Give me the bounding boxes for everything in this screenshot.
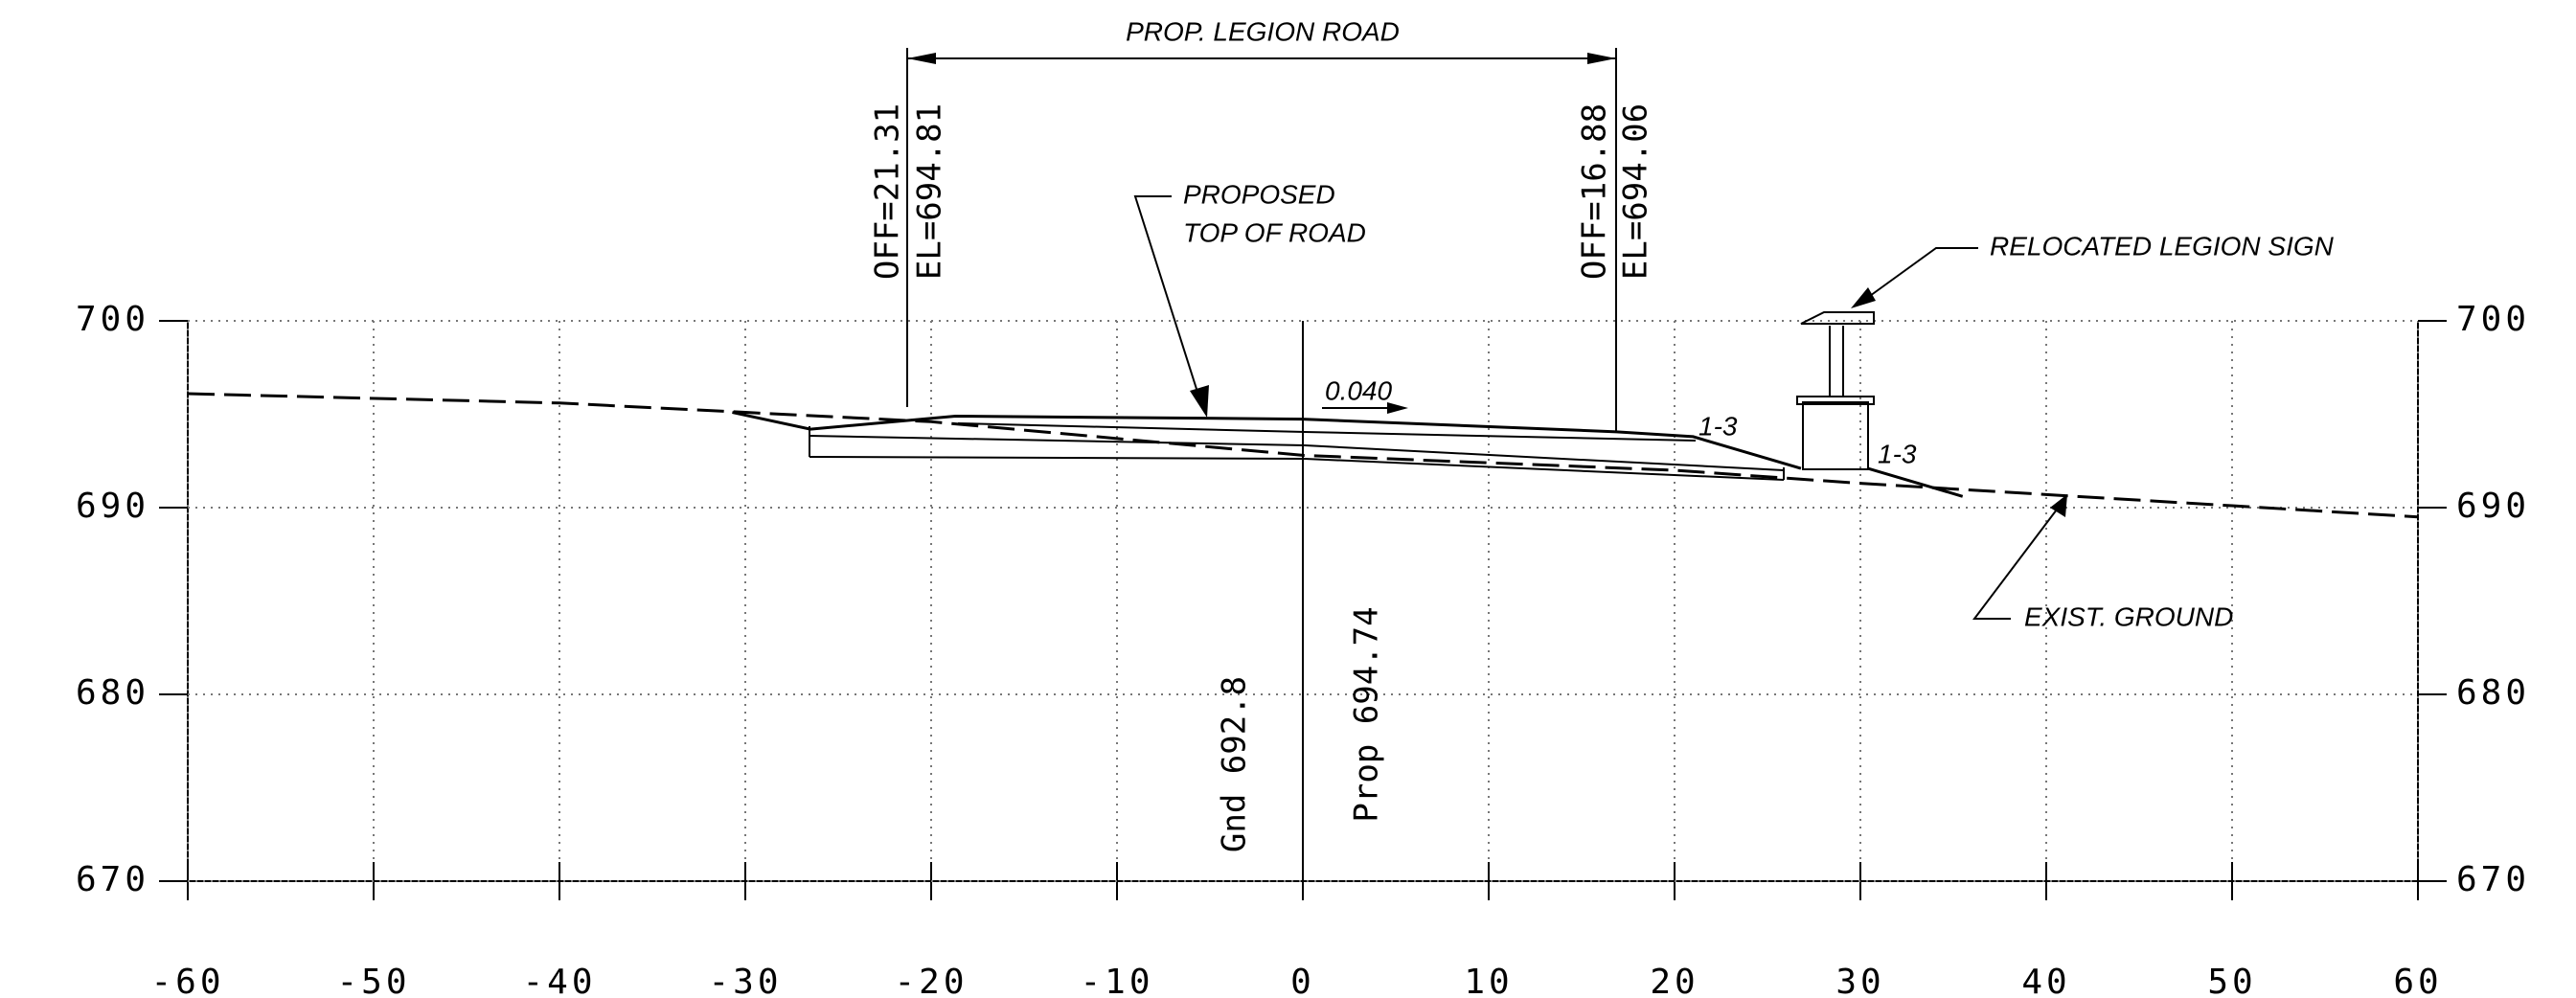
x-tick-label: -60 bbox=[150, 963, 224, 998]
annotation: TOP OF ROAD bbox=[1183, 217, 1366, 247]
sign-base bbox=[1802, 401, 1869, 470]
elevation-label: EL=694.06 bbox=[1617, 103, 1655, 280]
annotation: EXIST. GROUND bbox=[2024, 601, 2233, 631]
offset-label: OFF=21.31 bbox=[869, 103, 907, 280]
y-tick-label: 690 bbox=[76, 487, 149, 526]
x-tick-label: 20 bbox=[1650, 963, 1698, 998]
pavement-layer bbox=[957, 422, 1697, 442]
x-tick-label: -40 bbox=[522, 963, 596, 998]
slope-ratio: 1-3 bbox=[1878, 439, 1917, 468]
arrowhead bbox=[1851, 287, 1876, 308]
y-tick-label: 670 bbox=[2456, 860, 2530, 899]
x-tick-label: 60 bbox=[2393, 963, 2442, 998]
elevation-label: EL=694.81 bbox=[911, 103, 949, 280]
y-tick-label: 680 bbox=[2456, 673, 2530, 713]
offset-label: OFF=16.88 bbox=[1576, 103, 1614, 280]
proposed-elevation: Prop 694.74 bbox=[1348, 606, 1386, 822]
arrowhead bbox=[1587, 53, 1616, 64]
arrowhead bbox=[907, 53, 936, 64]
x-tick-label: -20 bbox=[894, 963, 968, 998]
annotation: PROPOSED bbox=[1183, 179, 1335, 209]
y-tick-label: 680 bbox=[76, 673, 149, 713]
slope-ratio: 1-3 bbox=[1698, 411, 1738, 441]
x-tick-label: 10 bbox=[1464, 963, 1513, 998]
x-tick-label: 50 bbox=[2207, 963, 2256, 998]
y-tick-label: 700 bbox=[76, 300, 149, 339]
y-tick-label: 700 bbox=[2456, 300, 2530, 339]
arrowhead bbox=[2050, 494, 2067, 517]
x-tick-label: 30 bbox=[1835, 963, 1884, 998]
sign-panel bbox=[1800, 311, 1875, 325]
section-line bbox=[732, 411, 1964, 498]
arrowhead bbox=[1387, 402, 1408, 414]
section-line bbox=[187, 392, 2419, 519]
leader bbox=[1972, 505, 2061, 620]
x-tick-label: -10 bbox=[1080, 963, 1153, 998]
y-tick-label: 690 bbox=[2456, 487, 2530, 526]
pavement-layer bbox=[809, 456, 1785, 481]
x-tick-label: 0 bbox=[1290, 963, 1315, 998]
ground-elevation: Gnd 692.8 bbox=[1216, 676, 1254, 852]
arrowhead bbox=[1190, 385, 1209, 418]
slope-label: 0.040 bbox=[1325, 375, 1392, 405]
annotation: RELOCATED LEGION SIGN bbox=[1990, 231, 2335, 261]
road-label: PROP. LEGION ROAD bbox=[1126, 16, 1400, 46]
sign-base-cap bbox=[1796, 396, 1875, 405]
x-tick-label: 40 bbox=[2021, 963, 2070, 998]
x-tick-label: -50 bbox=[336, 963, 410, 998]
y-tick-label: 670 bbox=[76, 860, 149, 899]
pavement-layer bbox=[809, 435, 1785, 471]
leader bbox=[1133, 195, 1203, 408]
x-tick-label: -30 bbox=[708, 963, 782, 998]
leader bbox=[1862, 247, 1978, 302]
